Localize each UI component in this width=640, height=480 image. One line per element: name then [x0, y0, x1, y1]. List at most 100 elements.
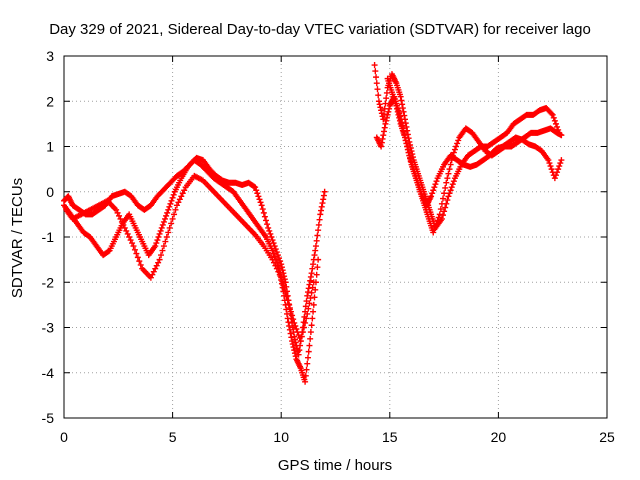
data-point-track-b	[105, 248, 112, 255]
data-point-track-d	[382, 100, 389, 107]
data-point-track-a	[253, 187, 260, 194]
data-point-track-a	[297, 342, 304, 349]
data-point-track-a	[296, 347, 303, 354]
x-tick-label: 20	[491, 429, 507, 445]
data-point-track-a	[269, 237, 276, 244]
data-point-track-a	[317, 211, 324, 218]
data-point-track-e	[380, 132, 387, 139]
data-point-track-c	[153, 262, 160, 269]
data-point-track-d	[440, 212, 447, 219]
data-point-track-c	[123, 227, 130, 234]
data-point-track-f	[402, 137, 409, 144]
data-point-track-c	[175, 199, 182, 206]
data-point-track-d	[399, 101, 406, 108]
data-point-track-b	[282, 301, 289, 308]
data-point-track-c	[172, 206, 179, 213]
data-point-track-e	[441, 190, 448, 197]
data-point-track-c	[169, 215, 176, 222]
x-tick-label: 0	[60, 429, 68, 445]
data-point-track-b	[165, 206, 172, 213]
data-point-track-a	[252, 184, 259, 191]
data-point-track-c	[293, 326, 300, 333]
data-point-track-e	[433, 220, 440, 227]
data-point-track-b	[152, 243, 159, 250]
data-point-track-d	[550, 114, 557, 121]
x-tick-label: 5	[169, 429, 177, 445]
data-point-track-a	[306, 281, 313, 288]
data-point-track-a	[268, 234, 275, 240]
data-point-track-a	[251, 183, 258, 190]
data-point-track-b	[287, 330, 294, 337]
data-point-track-b	[304, 354, 311, 361]
x-tick-label: 15	[382, 429, 398, 445]
data-point-track-f	[403, 140, 410, 147]
data-point-track-e	[379, 135, 386, 142]
data-point-track-c	[124, 230, 131, 237]
data-point-track-d	[548, 110, 555, 117]
data-point-track-c	[162, 238, 169, 245]
data-point-track-e	[558, 132, 565, 139]
data-point-track-c	[298, 333, 305, 340]
data-point-track-c	[304, 310, 311, 317]
data-point-track-a	[316, 216, 323, 223]
data-point-track-c	[295, 332, 302, 339]
data-point-track-b	[311, 294, 318, 301]
data-point-track-f	[555, 166, 562, 173]
data-point-track-b	[314, 264, 321, 271]
data-point-track-f	[558, 157, 565, 164]
data-point-track-b	[289, 338, 296, 345]
data-point-track-e	[444, 175, 451, 182]
data-point-track-d	[403, 123, 410, 130]
data-point-track-c	[152, 265, 159, 272]
data-point-track-c	[116, 212, 123, 219]
data-point-track-e	[451, 146, 458, 153]
data-point-track-c	[307, 295, 314, 302]
data-point-track-b	[154, 237, 161, 244]
data-point-track-a	[267, 230, 274, 237]
data-point-track-c	[147, 274, 154, 281]
data-point-track-f	[404, 143, 411, 150]
data-point-track-a	[272, 246, 279, 253]
data-point-track-e	[450, 149, 457, 156]
data-point-track-d	[551, 117, 558, 124]
data-point-track-c	[165, 229, 172, 236]
data-point-track-a	[318, 203, 325, 210]
data-point-track-b	[163, 212, 170, 219]
data-point-track-d	[378, 107, 385, 114]
data-point-track-b	[310, 301, 317, 308]
data-point-track-a	[308, 270, 315, 277]
data-point-track-b	[289, 341, 296, 348]
data-point-track-c	[280, 282, 287, 289]
data-point-track-b	[310, 308, 317, 315]
data-point-track-a	[277, 258, 284, 265]
data-point-track-a	[261, 213, 268, 220]
data-point-track-b	[169, 194, 176, 201]
data-point-track-a	[311, 252, 318, 259]
x-tick-label: 25	[599, 429, 615, 445]
data-point-track-d	[448, 184, 455, 191]
data-point-track-e	[378, 143, 385, 150]
data-point-track-d	[372, 68, 379, 75]
y-tick-label: -3	[42, 320, 55, 336]
data-point-track-c	[308, 289, 315, 296]
data-point-track-b	[303, 366, 310, 373]
data-point-track-e	[437, 206, 444, 213]
data-point-track-b	[309, 315, 316, 322]
data-point-track-e	[386, 105, 393, 112]
data-point-track-e	[436, 211, 443, 218]
data-point-track-f	[402, 134, 409, 141]
data-point-track-b	[305, 348, 312, 355]
data-point-track-c	[305, 305, 312, 312]
data-point-track-e	[443, 179, 450, 186]
data-point-track-e	[383, 117, 390, 124]
data-point-track-f	[405, 149, 412, 156]
data-point-track-d	[446, 190, 453, 197]
data-point-track-e	[454, 140, 461, 147]
data-point-track-e	[383, 114, 390, 121]
data-point-track-e	[434, 217, 441, 224]
data-point-track-a	[321, 188, 328, 195]
data-point-track-c	[287, 308, 294, 315]
data-point-track-f	[547, 163, 554, 170]
